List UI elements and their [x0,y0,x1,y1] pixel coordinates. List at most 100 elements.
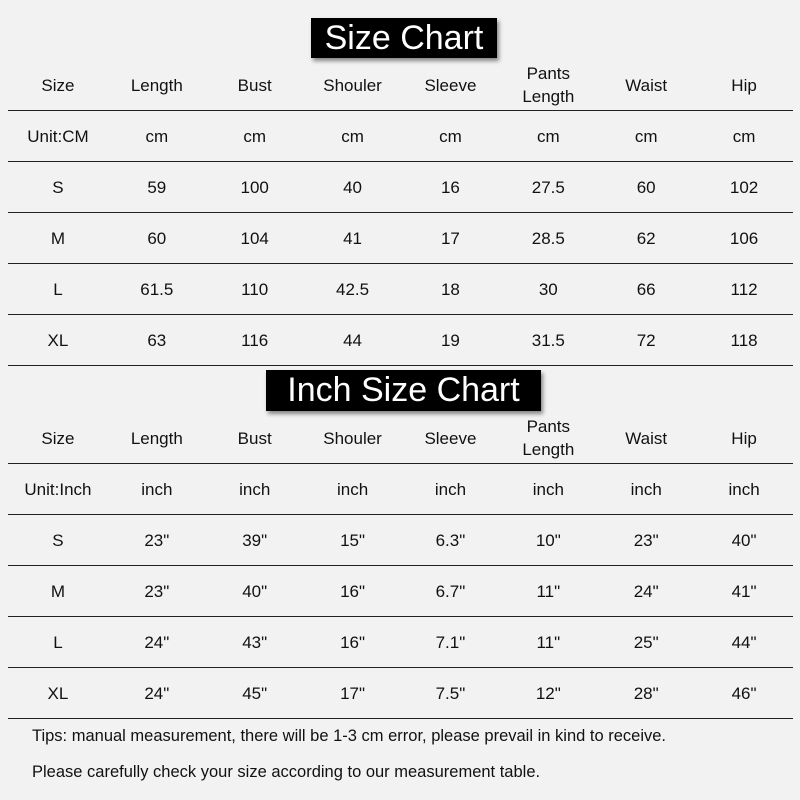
column-header: Shouler [323,75,382,95]
table-row: S 59 100 40 16 27.5 60 102 [8,162,793,213]
table-cell: inch [532,479,564,499]
table-cell: 44" [731,632,757,652]
column-header: Bust [237,75,272,95]
table-cell: cm [145,126,169,146]
table-cell: 62 [636,228,656,248]
table-cell: 25" [633,632,659,652]
table-cell: XL [47,683,69,703]
column-header: Sleeve [424,75,477,95]
column-header: Length [130,428,183,448]
table-cell: cm [732,126,756,146]
table-cell: 30 [538,279,558,299]
table-cell: 110 [241,279,269,299]
table-row: Unit:CM cm cm cm cm cm cm cm [8,111,793,162]
table-row: XL 63 116 44 19 31.5 72 118 [8,315,793,366]
table-cell: 41" [731,581,757,601]
table-cell: cm [439,126,462,146]
table-cell: L [53,279,63,299]
table-cell: 44 [343,330,363,350]
table-cell: 28" [633,683,659,703]
table-cell: 46" [731,683,757,703]
table-cell: 102 [729,177,759,197]
column-header: Waist [625,428,668,448]
table-cell: 18 [440,279,460,299]
table-cell: 6.3" [435,530,466,550]
table-row: S 23" 39" 15" 6.3" 10" 23" 40" [8,515,793,566]
table-cell: 40" [731,530,757,550]
table-cell: 63 [147,330,167,350]
table-row: L 61.5 110 42.5 18 30 66 112 [8,264,793,315]
table-cell: 42.5 [336,279,370,299]
column-header: Length [130,75,183,95]
table-cell: 27.5 [531,177,565,197]
table-cell: 116 [241,330,269,350]
table-cell: 100 [240,177,269,197]
table-row: M 23" 40" 16" 6.7" 11" 24" 41" [8,566,793,617]
table-cell: inch [336,479,369,499]
table-cell: 16" [340,581,366,601]
table-cell: 23" [633,530,659,550]
column-header: Size [41,428,75,448]
column-header: Hip [731,75,757,95]
table-cell: 104 [240,228,269,248]
table-cell: 10" [535,530,561,550]
column-header: Sleeve [424,428,477,448]
table-cell: 41 [343,228,363,248]
table-cell: inch [434,479,467,499]
table-cell: 11" [536,581,561,601]
table-cell: Unit:CM [27,126,89,146]
cm-size-table: Size Length Bust Shouler Sleeve Pants Length Wa… [8,60,793,366]
table-cell: 7.1" [435,632,466,652]
table-cell: M [50,228,66,248]
table-cell: 16 [440,177,460,197]
table-cell: 24" [144,632,170,652]
table-cell: 45" [242,683,268,703]
table-cell: inch [728,479,760,499]
table-cell: 16" [340,632,366,652]
table-cell: 28.5 [531,228,565,248]
column-header: Hip [731,428,757,448]
table-cell: M [50,581,66,601]
table-cell: cm [536,126,560,146]
inch-size-table: Size Length Bust Shouler Sleeve Pants Length Wa… [8,413,793,719]
table-cell: 72 [636,330,656,350]
column-header: Shouler [323,428,382,448]
table-cell: S [52,530,64,550]
table-cell: cm [243,126,267,146]
column-header: Pants Length [522,64,575,106]
table-cell: inch [630,479,662,499]
inch-size-chart-title: Inch Size Chart [266,370,541,411]
table-cell: 39" [242,530,268,550]
table-row: L 24" 43" 16" 7.1" 11" 25" 44" [8,617,793,668]
cm-size-chart-title: Size Chart [311,18,497,58]
column-header: Size [41,75,75,95]
table-row: M 60 104 41 17 28.5 62 106 [8,213,793,264]
header-row: Size Length Bust Shouler Sleeve Pants Length Wa… [8,413,793,464]
table-cell: 40" [242,581,268,601]
table-cell: 60 [636,177,656,197]
table-cell: 118 [730,330,758,350]
table-cell: 59 [147,177,167,197]
table-cell: 61.5 [140,279,174,299]
table-cell: 66 [636,279,656,299]
table-cell: 6.7" [435,581,466,601]
table-cell: 23" [144,530,170,550]
table-cell: S [52,177,64,197]
table-cell: 17 [440,228,460,248]
table-row: Unit:Inch inch inch inch inch inch inch inch [8,464,793,515]
table-cell: 60 [147,228,167,248]
table-cell: cm [634,126,658,146]
table-cell: Unit:Inch [24,479,92,499]
table-cell: inch [141,479,173,499]
column-header: Pants Length [522,417,575,459]
table-cell: 15" [340,530,366,550]
table-cell: inch [239,479,271,499]
table-cell: 7.5" [435,683,466,703]
table-cell: 40 [343,177,363,197]
table-cell: 11" [536,632,561,652]
table-cell: 43" [242,632,268,652]
column-header: Waist [625,75,668,95]
table-cell: L [53,632,63,652]
tip-measurement-error: Tips: manual measurement, there will be … [32,727,667,745]
column-header: Bust [237,428,272,448]
